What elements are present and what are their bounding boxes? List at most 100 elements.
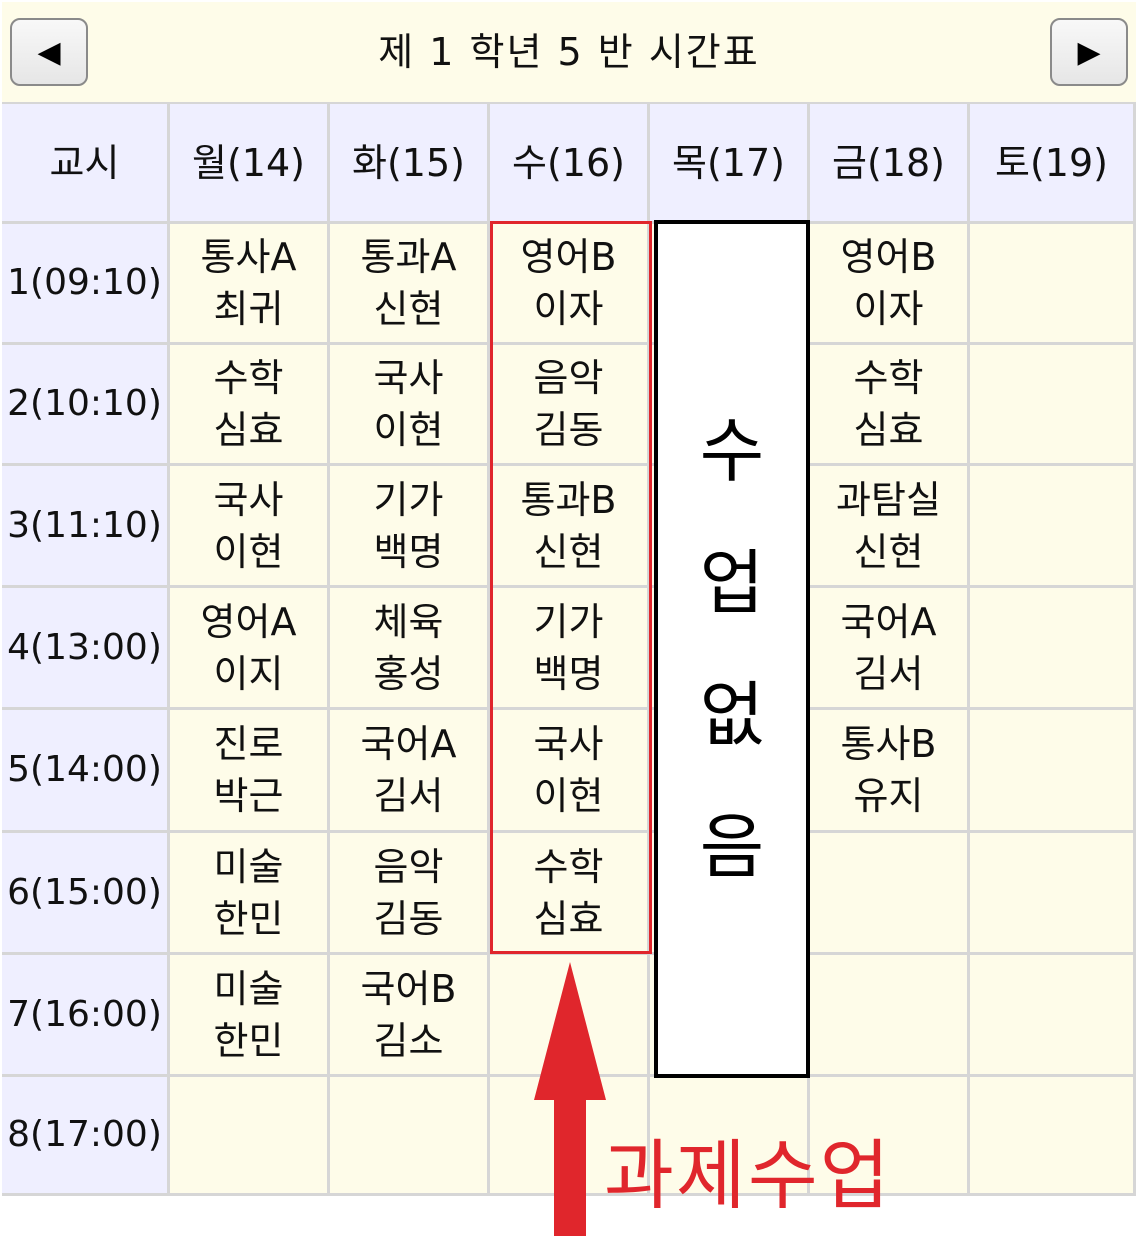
period-label-5: 5(14:00) bbox=[2, 710, 170, 833]
class-slot-fri-8[interactable] bbox=[810, 1077, 970, 1196]
class-slot-wed-2[interactable]: 음악 김동 bbox=[490, 345, 650, 466]
period-label-6: 6(15:00) bbox=[2, 833, 170, 955]
subject-name: 체육 bbox=[373, 599, 444, 644]
period-time: 7(16:00) bbox=[7, 993, 162, 1035]
period-time: 8(17:00) bbox=[7, 1114, 162, 1155]
class-slot-sat-2[interactable] bbox=[970, 345, 1136, 466]
teacher-name: 신현 bbox=[853, 529, 924, 574]
class-slot-mon-5[interactable]: 진로 박근 bbox=[170, 710, 330, 833]
class-slot-tue-8[interactable] bbox=[330, 1077, 490, 1196]
period-label-7: 7(16:00) bbox=[2, 955, 170, 1077]
subject-name: 음악 bbox=[533, 356, 604, 400]
subject-name: 통사B bbox=[840, 722, 937, 766]
class-slot-sat-8[interactable] bbox=[970, 1077, 1136, 1196]
subject-name: 국어B bbox=[360, 966, 457, 1011]
teacher-name: 김소 bbox=[373, 1018, 444, 1063]
subject-name: 미술 bbox=[213, 966, 284, 1011]
subject-name: 영어B bbox=[840, 235, 937, 279]
teacher-name: 이현 bbox=[533, 774, 604, 818]
teacher-name: 이지 bbox=[213, 651, 284, 696]
period-label-4: 4(13:00) bbox=[2, 588, 170, 710]
timetable-widget: ◀ 제 1 학년 5 반 시간표 ▶ 교시 월(14) 화(15) 수(16) 목(17… bbox=[2, 2, 1136, 1196]
class-slot-wed-1[interactable]: 영어B 이자 bbox=[490, 224, 650, 345]
subject-name: 진로 bbox=[213, 722, 284, 766]
class-slot-fri-5[interactable]: 통사B 유지 bbox=[810, 710, 970, 833]
subject-name: 음악 bbox=[373, 844, 444, 889]
teacher-name: 심효 bbox=[213, 408, 284, 452]
teacher-name: 이자 bbox=[533, 287, 604, 331]
class-slot-fri-1[interactable]: 영어B 이자 bbox=[810, 224, 970, 345]
subject-name: 기가 bbox=[373, 477, 444, 522]
subject-name: 수학 bbox=[533, 844, 604, 889]
class-slot-thu-8[interactable] bbox=[650, 1077, 810, 1196]
class-slot-fri-7[interactable] bbox=[810, 955, 970, 1077]
class-slot-wed-3[interactable]: 통과B 신현 bbox=[490, 466, 650, 588]
timetable-title: 제 1 학년 5 반 시간표 bbox=[378, 30, 760, 74]
class-slot-mon-4[interactable]: 영어A 이지 bbox=[170, 588, 330, 710]
teacher-name: 이자 bbox=[853, 287, 924, 331]
class-slot-tue-7[interactable]: 국어B 김소 bbox=[330, 955, 490, 1077]
class-slot-tue-2[interactable]: 국사 이현 bbox=[330, 345, 490, 466]
teacher-name: 김서 bbox=[373, 774, 444, 818]
subject-name: 국어A bbox=[840, 599, 937, 644]
subject-name: 수학 bbox=[213, 356, 284, 400]
column-header-sat: 토(19) bbox=[970, 104, 1136, 224]
no-class-label: 수업없음 bbox=[699, 410, 765, 888]
class-slot-fri-6[interactable] bbox=[810, 833, 970, 955]
subject-name: 통사A bbox=[200, 235, 297, 279]
class-slot-sat-7[interactable] bbox=[970, 955, 1136, 1077]
class-slot-fri-2[interactable]: 수학 심효 bbox=[810, 345, 970, 466]
class-slot-mon-8[interactable] bbox=[170, 1077, 330, 1196]
subject-name: 기가 bbox=[533, 599, 604, 644]
column-header-tue: 화(15) bbox=[330, 104, 490, 224]
column-header-mon: 월(14) bbox=[170, 104, 330, 224]
period-time: 1(09:10) bbox=[7, 262, 162, 303]
period-time: 5(14:00) bbox=[7, 749, 162, 790]
class-slot-sat-5[interactable] bbox=[970, 710, 1136, 833]
column-header-label: 교시 bbox=[49, 140, 120, 185]
class-slot-mon-6[interactable]: 미술 한민 bbox=[170, 833, 330, 955]
teacher-name: 홍성 bbox=[373, 651, 444, 696]
class-slot-sat-1[interactable] bbox=[970, 224, 1136, 345]
subject-name: 국사 bbox=[533, 722, 604, 766]
subject-name: 국어A bbox=[360, 722, 457, 766]
class-slot-tue-1[interactable]: 통과A 신현 bbox=[330, 224, 490, 345]
teacher-name: 백명 bbox=[533, 651, 604, 696]
teacher-name: 백명 bbox=[373, 529, 444, 574]
class-slot-sat-6[interactable] bbox=[970, 833, 1136, 955]
subject-name: 수학 bbox=[853, 356, 924, 400]
class-slot-sat-4[interactable] bbox=[970, 588, 1136, 710]
teacher-name: 신현 bbox=[373, 287, 444, 331]
prev-week-button[interactable]: ◀ bbox=[10, 18, 88, 86]
teacher-name: 김동 bbox=[373, 896, 444, 941]
period-time: 2(10:10) bbox=[7, 383, 162, 424]
class-slot-tue-5[interactable]: 국어A 김서 bbox=[330, 710, 490, 833]
next-week-button[interactable]: ▶ bbox=[1050, 18, 1128, 86]
class-slot-fri-3[interactable]: 과탐실 신현 bbox=[810, 466, 970, 588]
class-slot-sat-3[interactable] bbox=[970, 466, 1136, 588]
right-triangle-icon: ▶ bbox=[1077, 34, 1101, 70]
teacher-name: 신현 bbox=[533, 529, 604, 574]
teacher-name: 한민 bbox=[213, 1018, 284, 1063]
period-label-8: 8(17:00) bbox=[2, 1077, 170, 1196]
teacher-name: 심효 bbox=[533, 896, 604, 941]
class-slot-fri-4[interactable]: 국어A 김서 bbox=[810, 588, 970, 710]
teacher-name: 한민 bbox=[213, 896, 284, 941]
subject-name: 영어B bbox=[520, 235, 617, 279]
class-slot-mon-3[interactable]: 국사 이현 bbox=[170, 466, 330, 588]
column-header-label: 목(17) bbox=[672, 140, 785, 185]
subject-name: 통과A bbox=[360, 235, 457, 279]
period-time: 4(13:00) bbox=[7, 626, 162, 668]
column-header-period-col: 교시 bbox=[2, 104, 170, 224]
teacher-name: 최귀 bbox=[213, 287, 284, 331]
class-slot-mon-1[interactable]: 통사A 최귀 bbox=[170, 224, 330, 345]
column-header-label: 화(15) bbox=[352, 140, 465, 185]
